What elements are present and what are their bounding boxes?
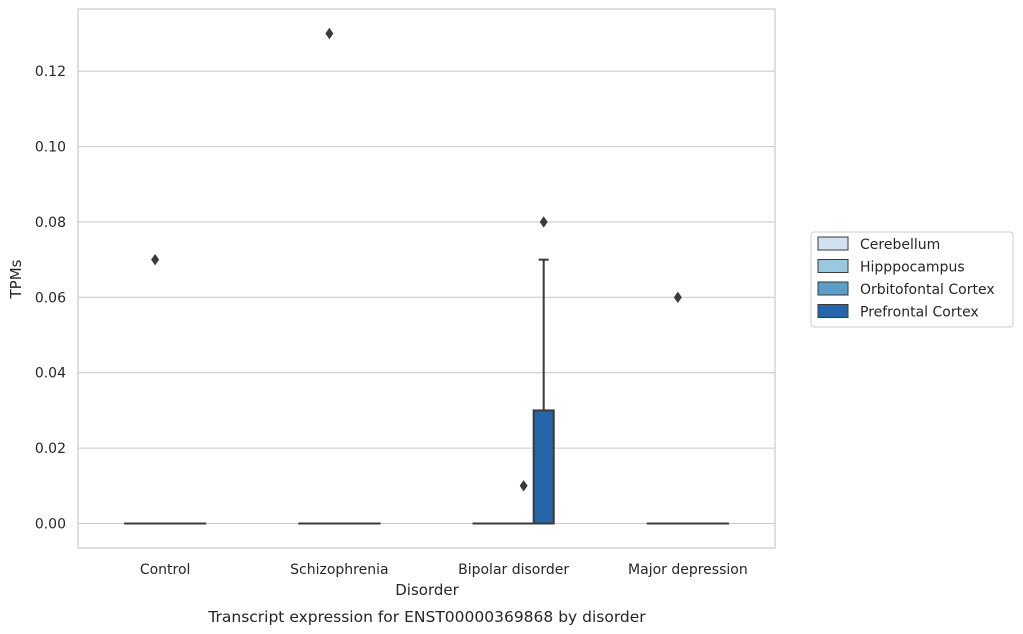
y-tick-label: 0.08 xyxy=(35,215,66,231)
x-tick-label: Schizophrenia xyxy=(290,562,388,578)
y-tick-label: 0.12 xyxy=(35,64,66,80)
outlier-point xyxy=(539,216,548,228)
y-tick-label: 0.04 xyxy=(35,366,66,382)
legend-label: Orbitofontal Cortex xyxy=(860,282,995,298)
outlier-point xyxy=(519,480,528,492)
legend-swatch xyxy=(817,304,849,318)
outlier-point xyxy=(325,27,334,40)
box-1-1 xyxy=(318,27,341,525)
legend-swatch xyxy=(817,259,849,273)
outlier-point xyxy=(673,291,682,304)
x-tick-label: Major depression xyxy=(628,562,748,578)
x-axis-ticks: Control Schizophrenia Bipolar disorder Majo… xyxy=(140,562,748,578)
legend-label: Prefrontal Cortex xyxy=(860,305,979,321)
legend-swatch xyxy=(817,236,849,251)
y-tick-label: 0.06 xyxy=(35,290,66,306)
x-tick-label: Control xyxy=(140,562,191,578)
x-axis-title: Disorder xyxy=(395,581,459,599)
y-tick-label: 0.10 xyxy=(35,140,66,156)
legend-label: Hipppocampus xyxy=(860,260,965,276)
y-tick-label: 0.00 xyxy=(35,517,66,533)
y-tick-label: 0.02 xyxy=(35,441,66,457)
outlier-point xyxy=(151,253,160,266)
legend-frame xyxy=(810,231,1014,328)
box-1-0 xyxy=(144,253,167,525)
box-body xyxy=(532,409,555,525)
plot-area-frame xyxy=(77,8,776,549)
legend: Cerebellum Hipppocampus Orbitofontal Corte… xyxy=(810,231,1014,328)
legend-swatch xyxy=(817,281,849,296)
chart-caption: Transcript expression for ENST0000036986… xyxy=(207,608,646,626)
gridlines xyxy=(78,70,775,525)
legend-label: Cerebellum xyxy=(860,237,940,253)
y-axis-title: TPMs xyxy=(7,259,25,299)
box-2-2 xyxy=(512,480,535,525)
box-1-3 xyxy=(666,291,689,525)
x-tick-label: Bipolar disorder xyxy=(458,562,569,578)
y-axis-ticks: 0.00 0.02 0.04 0.06 0.08 0.10 0.12 xyxy=(35,64,66,532)
boxes xyxy=(124,27,729,525)
box-3-2 xyxy=(532,216,555,525)
